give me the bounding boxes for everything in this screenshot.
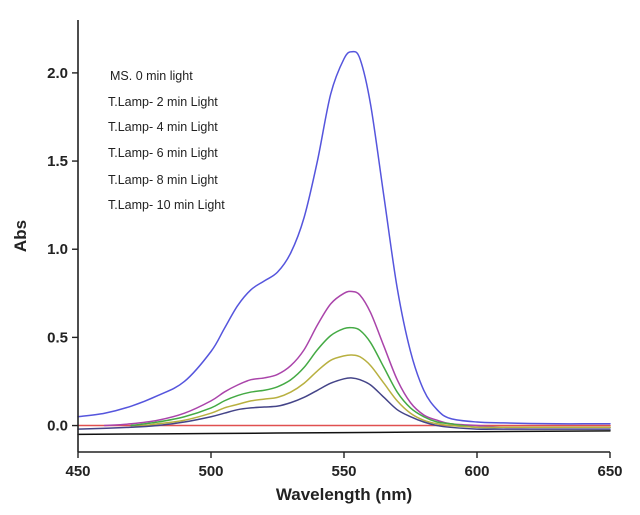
series-line-6 <box>77 430 611 436</box>
y-tick-label-1: 0.5 <box>47 329 68 346</box>
plot-area <box>77 50 611 436</box>
series-line-1 <box>77 50 611 425</box>
series-line-3 <box>130 326 611 429</box>
x-axis-title: Wavelength (nm) <box>276 485 412 504</box>
legend-entry-0: MS. 0 min light <box>110 69 193 83</box>
y-tick-label-2: 1.0 <box>47 241 68 258</box>
y-tick-label-0: 0.0 <box>47 418 68 435</box>
x-tick-label-4: 650 <box>597 463 622 480</box>
series-line-5 <box>77 377 611 430</box>
y-axis-title: Abs <box>11 220 30 252</box>
legend-entry-3: T.Lamp- 6 min Light <box>108 146 218 160</box>
y-tick-label-4: 2.0 <box>47 65 68 82</box>
series-line-4 <box>130 354 611 429</box>
legend-entry-5: T.Lamp- 10 min Light <box>108 198 225 212</box>
legend-entry-4: T.Lamp- 8 min Light <box>108 173 218 187</box>
legend: MS. 0 min light T.Lamp- 2 min Light T.Lamp… <box>108 69 225 212</box>
x-tick-label-2: 550 <box>331 463 356 480</box>
legend-entry-2: T.Lamp- 4 min Light <box>108 120 218 134</box>
legend-entry-1: T.Lamp- 2 min Light <box>108 95 218 109</box>
y-ticks: 0.0 0.5 1.0 1.5 2.0 <box>47 65 78 435</box>
x-tick-label-0: 450 <box>65 463 90 480</box>
x-ticks: 450 500 550 600 650 <box>65 452 623 480</box>
x-tick-label-1: 500 <box>198 463 223 480</box>
series-line-2 <box>103 290 611 429</box>
axes <box>77 20 610 453</box>
x-tick-label-3: 600 <box>464 463 489 480</box>
y-tick-label-3: 1.5 <box>47 153 68 170</box>
